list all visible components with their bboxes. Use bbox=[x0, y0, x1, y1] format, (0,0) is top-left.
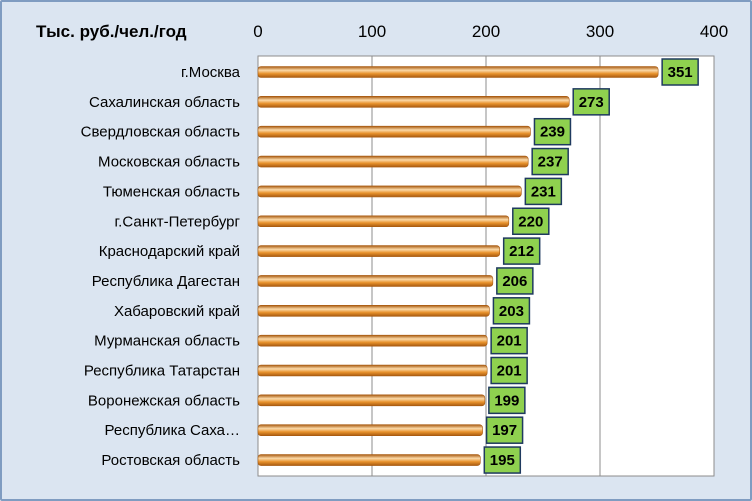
x-tick-label: 400 bbox=[700, 22, 728, 41]
x-axis-ticks: 0 100 200 300 400 bbox=[253, 22, 728, 41]
data-label-box bbox=[490, 356, 528, 385]
data-label-box bbox=[485, 416, 524, 444]
bar bbox=[257, 245, 500, 257]
data-label: 231 bbox=[531, 183, 556, 200]
category-label: Тюменская область bbox=[103, 183, 240, 200]
data-label: 203 bbox=[499, 303, 524, 320]
x-tick-label: 300 bbox=[586, 22, 614, 41]
data-label-box bbox=[661, 58, 699, 86]
bar bbox=[257, 66, 659, 78]
x-tick-label: 100 bbox=[358, 22, 386, 41]
bar bbox=[257, 215, 510, 228]
data-label: 195 bbox=[490, 452, 515, 469]
data-label-box bbox=[531, 147, 569, 176]
bar bbox=[257, 364, 488, 377]
bar bbox=[257, 96, 570, 108]
data-label: 237 bbox=[538, 154, 563, 171]
chart-title: Тыс. руб./чел./год bbox=[36, 22, 187, 41]
category-label: Республика Татарстан bbox=[84, 363, 240, 380]
bar bbox=[257, 185, 522, 198]
bar bbox=[257, 304, 490, 317]
data-label-box bbox=[488, 386, 526, 415]
data-label: 197 bbox=[492, 422, 517, 439]
category-label: Свердловская область bbox=[81, 124, 241, 141]
data-label-box bbox=[496, 267, 534, 295]
bar bbox=[257, 394, 486, 407]
bar bbox=[257, 424, 483, 437]
bar bbox=[257, 275, 494, 287]
data-label-box bbox=[483, 446, 522, 474]
category-label: Ростовская область bbox=[101, 452, 240, 469]
data-label: 212 bbox=[509, 243, 534, 260]
data-label: 220 bbox=[518, 213, 543, 230]
category-label: Хабаровский край bbox=[114, 303, 240, 320]
data-label: 206 bbox=[502, 273, 527, 290]
data-label: 201 bbox=[497, 333, 522, 350]
category-label: г.Санкт-Петербург bbox=[115, 213, 241, 230]
data-label: 351 bbox=[668, 64, 693, 81]
data-label: 239 bbox=[540, 124, 565, 141]
data-label: 199 bbox=[494, 392, 519, 409]
category-label: Мурманская область bbox=[94, 333, 240, 350]
bar bbox=[257, 454, 481, 466]
data-label-box bbox=[533, 117, 572, 146]
bar bbox=[257, 125, 531, 138]
x-tick-label: 0 bbox=[253, 22, 262, 41]
category-label: г.Москва bbox=[181, 64, 241, 81]
data-label-box bbox=[512, 207, 550, 235]
y-axis-categories: г.Москва Сахалинская область Свердловская … bbox=[81, 64, 241, 469]
x-tick-label: 200 bbox=[472, 22, 500, 41]
category-label: Краснодарский край bbox=[99, 243, 240, 260]
data-label-box bbox=[490, 326, 528, 355]
data-labels: 351 273 239 237 231 220 212 206 203 201 201 199 197 1… bbox=[483, 58, 699, 474]
data-label-box bbox=[524, 177, 563, 206]
category-label: Республика Саха… bbox=[105, 422, 240, 439]
category-label: Московская область bbox=[98, 154, 240, 171]
bar bbox=[257, 334, 488, 347]
category-label: Воронежская область bbox=[88, 392, 240, 409]
bar bbox=[257, 155, 529, 168]
data-label-box bbox=[492, 297, 531, 325]
bars bbox=[257, 66, 659, 466]
data-label: 201 bbox=[497, 363, 522, 380]
data-label-box bbox=[572, 88, 610, 116]
data-label: 273 bbox=[579, 94, 604, 111]
data-label-box bbox=[502, 237, 541, 265]
category-label: Сахалинская область bbox=[89, 94, 240, 111]
category-label: Республика Дагестан bbox=[92, 273, 240, 290]
